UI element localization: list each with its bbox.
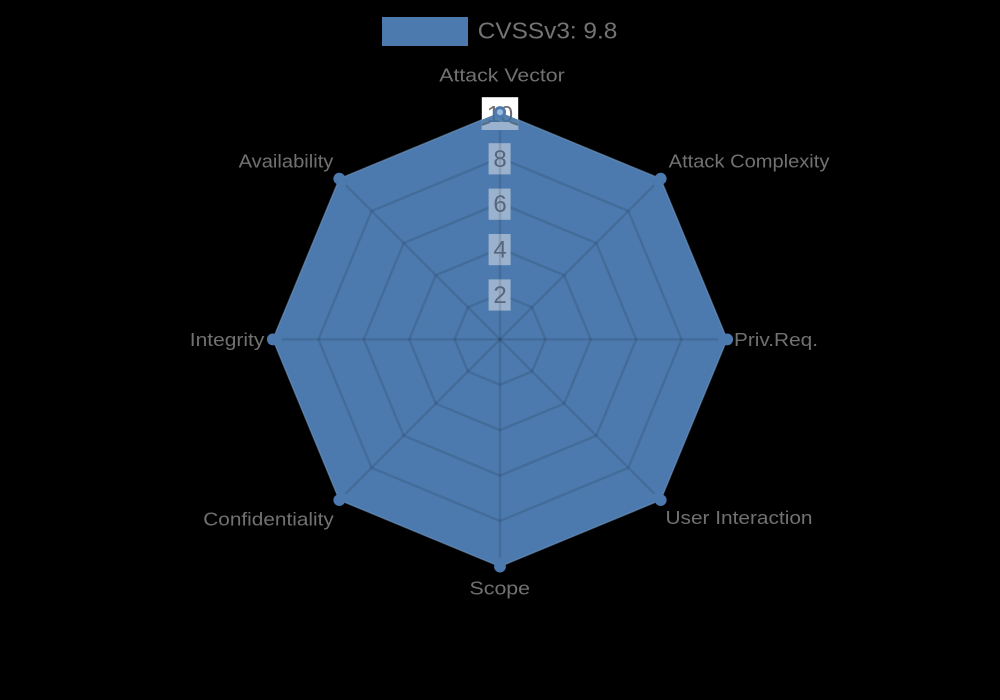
svg-text:Attack Complexity: Attack Complexity bbox=[669, 151, 830, 172]
svg-text:CVSSv3: 9.8: CVSSv3: 9.8 bbox=[478, 18, 618, 44]
svg-text:8: 8 bbox=[493, 146, 506, 173]
svg-text:Attack Vector: Attack Vector bbox=[439, 64, 565, 85]
svg-text:Integrity: Integrity bbox=[190, 329, 265, 350]
svg-text:2: 2 bbox=[493, 282, 506, 309]
svg-text:Scope: Scope bbox=[470, 578, 531, 599]
svg-text:Confidentiality: Confidentiality bbox=[203, 508, 334, 529]
svg-text:User Interaction: User Interaction bbox=[666, 507, 813, 528]
svg-text:Availability: Availability bbox=[239, 150, 335, 171]
svg-text:4: 4 bbox=[493, 237, 506, 264]
svg-text:6: 6 bbox=[493, 191, 506, 218]
svg-text:Priv.Req.: Priv.Req. bbox=[734, 329, 818, 350]
